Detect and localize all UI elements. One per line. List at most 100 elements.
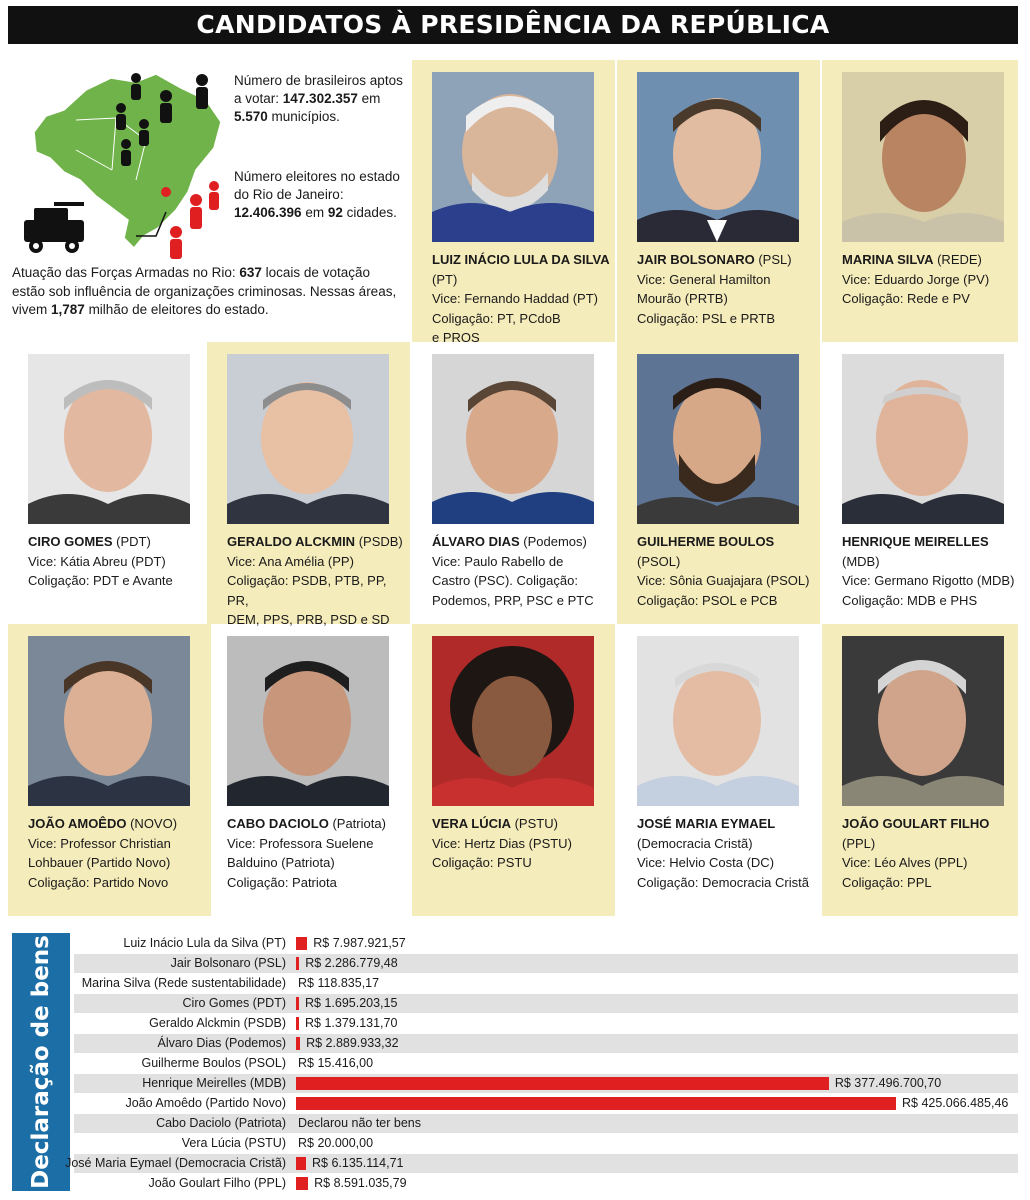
candidate-name: HENRIQUE MEIRELLES (842, 534, 989, 549)
candidate-photo (637, 72, 799, 242)
candidate-photo (842, 636, 1004, 806)
assets-row: João Goulart Filho (PPL) R$ 8.591.035,79 (74, 1174, 1018, 1193)
candidate-card-eymael: JOSÉ MARIA EYMAEL (Democracia Cristã) Vi… (617, 624, 820, 916)
candidate-party: (PSL) (754, 252, 792, 267)
candidate-detail: Vice: Professor Christian (28, 835, 171, 851)
assets-candidate-label: Guilherme Boulos (PSOL) (141, 1056, 286, 1070)
assets-row: Jair Bolsonaro (PSL) R$ 2.286.779,48 (74, 954, 1018, 973)
page-title: CANDIDATOS À PRESIDÊNCIA DA REPÚBLICA (8, 6, 1018, 44)
assets-value-label: R$ 20.000,00 (298, 1136, 374, 1150)
assets-bar (296, 1157, 306, 1170)
assets-candidate-label: Geraldo Alckmin (PSDB) (149, 1016, 286, 1030)
brazil-map-icon (24, 73, 222, 259)
assets-value-label: R$ 425.066.485,46 (902, 1096, 1009, 1110)
candidate-party: (PPL) (842, 835, 876, 851)
assets-candidate-label: João Amoêdo (Partido Novo) (125, 1096, 286, 1110)
candidate-name: CIRO GOMES (28, 534, 113, 549)
candidate-name: MARINA SILVA (842, 252, 934, 267)
assets-candidate-label: Jair Bolsonaro (PSL) (170, 956, 286, 970)
candidate-party: (REDE) (933, 252, 982, 267)
armed-forces-text: Atuação das Forças Armadas no Rio: 637 l… (12, 265, 397, 317)
candidate-card-goulart: JOÃO GOULART FILHO (PPL) Vice: Léo Alves… (822, 624, 1018, 916)
assets-candidate-label: Luiz Inácio Lula da Silva (PT) (123, 936, 286, 950)
candidate-detail: Vice: Hertz Dias (PSTU) (432, 835, 572, 851)
candidate-card-amoedo: JOÃO AMOÊDO (NOVO) Vice: Professor Chris… (8, 624, 211, 916)
candidate-photo (227, 636, 389, 806)
assets-row: Cabo Daciolo (Patriota) Declarou não ter … (74, 1114, 1018, 1133)
candidate-detail: (Democracia Cristã) (637, 835, 753, 851)
assets-candidate-label: Marina Silva (Rede sustentabilidade) (81, 976, 286, 990)
candidate-card-alckmin: GERALDO ALCKMIN (PSDB) Vice: Ana Amélia … (207, 342, 410, 627)
candidate-name: JOÃO GOULART FILHO (842, 816, 990, 831)
candidate-photo (432, 354, 594, 524)
candidate-name: VERA LÚCIA (432, 816, 511, 831)
candidate-detail: Coligação: PDT e Avante (28, 573, 173, 588)
assets-bar (296, 997, 299, 1010)
candidate-party: (Patriota) (328, 816, 386, 831)
candidate-party: (PSOL) (637, 553, 681, 569)
candidate-name: JOSÉ MARIA EYMAEL (637, 816, 776, 831)
candidate-name: GUILHERME BOULOS (637, 534, 775, 549)
candidate-party: (Podemos) (519, 534, 587, 549)
candidate-detail: Vice: Fernando Haddad (PT) (432, 291, 598, 306)
assets-row: Vera Lúcia (PSTU) R$ 20.000,00 (74, 1134, 1018, 1153)
voters-national-text: Número de brasileiros aptos a votar: 147… (234, 73, 403, 124)
assets-row: João Amoêdo (Partido Novo) R$ 425.066.485… (74, 1094, 1018, 1113)
candidate-card-alvaro: ÁLVARO DIAS (Podemos) Vice: Paulo Rabell… (412, 342, 615, 624)
candidate-detail: Vice: Léo Alves (PPL) (842, 855, 968, 870)
candidate-name: ÁLVARO DIAS (432, 534, 520, 549)
candidate-party: (PT) (432, 271, 458, 287)
candidate-name: LUIZ INÁCIO LULA DA SILVA (432, 252, 610, 267)
assets-bar (296, 957, 300, 970)
candidate-detail: Coligação: Patriota (227, 874, 337, 890)
candidate-photo (28, 636, 190, 806)
assets-row: Ciro Gomes (PDT) R$ 1.695.203,15 (74, 994, 1018, 1013)
candidate-detail: e PROS (432, 330, 480, 345)
voter-info-panel: Número de brasileiros aptos a votar: 147… (8, 52, 408, 334)
candidate-detail: Lohbauer (Partido Novo) (28, 855, 171, 870)
assets-value-label: R$ 6.135.114,71 (312, 1156, 404, 1170)
assets-row: Marina Silva (Rede sustentabilidade) R$ 1… (74, 974, 1018, 993)
assets-candidate-label: José Maria Eymael (Democracia Cristã) (65, 1156, 286, 1170)
assets-value-label: R$ 7.987.921,57 (313, 936, 406, 950)
candidate-card-lula: LUIZ INÁCIO LULA DA SILVA (PT) Vice: Fer… (412, 60, 615, 345)
assets-row: Henrique Meirelles (MDB) R$ 377.496.700,7… (74, 1074, 1018, 1093)
candidate-detail: Vice: Helvio Costa (DC) (637, 855, 775, 870)
assets-value-label: Declarou não ter bens (298, 1116, 421, 1130)
candidate-name: JAIR BOLSONARO (637, 252, 755, 267)
candidate-card-marina: MARINA SILVA (REDE) Vice: Eduardo Jorge … (822, 60, 1018, 342)
assets-row: Luiz Inácio Lula da Silva (PT) R$ 7.987.9… (74, 934, 1018, 953)
candidate-detail: Coligação: Democracia Cristã (637, 874, 809, 890)
assets-bar (296, 1097, 896, 1110)
assets-value-label: R$ 15.416,00 (298, 1056, 374, 1070)
assets-bar (296, 1177, 309, 1190)
candidate-card-meirelles: HENRIQUE MEIRELLES (MDB) Vice: Germano R… (822, 342, 1018, 624)
candidate-photo (637, 354, 799, 524)
candidate-detail: Coligação: PPL (842, 874, 932, 890)
assets-row: Álvaro Dias (Podemos) R$ 2.889.933,32 (74, 1034, 1018, 1053)
candidate-detail: Vice: Sônia Guajajara (PSOL) (637, 573, 810, 588)
candidate-detail: Coligação: PSL e PRTB (637, 310, 776, 326)
assets-candidate-label: Henrique Meirelles (MDB) (142, 1076, 286, 1090)
assets-value-label: R$ 2.286.779,48 (305, 956, 398, 970)
candidate-photo (842, 72, 1004, 242)
assets-value-label: R$ 118.835,17 (298, 976, 380, 990)
candidate-name: CABO DACIOLO (227, 816, 329, 831)
candidate-party: (PSDB) (355, 534, 403, 549)
candidate-detail: Vice: General Hamilton (637, 271, 771, 287)
assets-value-label: R$ 2.889.933,32 (306, 1036, 399, 1050)
assets-bar (296, 1077, 829, 1090)
candidate-card-boulos: GUILHERME BOULOS (PSOL) Vice: Sônia Guaj… (617, 342, 820, 624)
assets-candidate-label: Vera Lúcia (PSTU) (181, 1136, 286, 1150)
candidate-detail: Vice: Ana Amélia (PP) (227, 553, 354, 569)
assets-candidate-label: Álvaro Dias (Podemos) (157, 1036, 286, 1050)
candidate-detail: Mourão (PRTB) (637, 291, 728, 306)
candidate-photo (842, 354, 1004, 524)
assets-value-label: R$ 377.496.700,70 (834, 1076, 942, 1090)
assets-row: Geraldo Alckmin (PSDB) R$ 1.379.131,70 (74, 1014, 1018, 1033)
candidate-photo (28, 354, 190, 524)
candidate-detail: Podemos, PRP, PSC e PTC (432, 592, 594, 608)
voters-rj-text: Número eleitores no estado do Rio de Jan… (234, 169, 400, 220)
candidate-photo (432, 72, 594, 242)
candidate-detail: Vice: Germano Rigotto (MDB) (842, 573, 1015, 588)
